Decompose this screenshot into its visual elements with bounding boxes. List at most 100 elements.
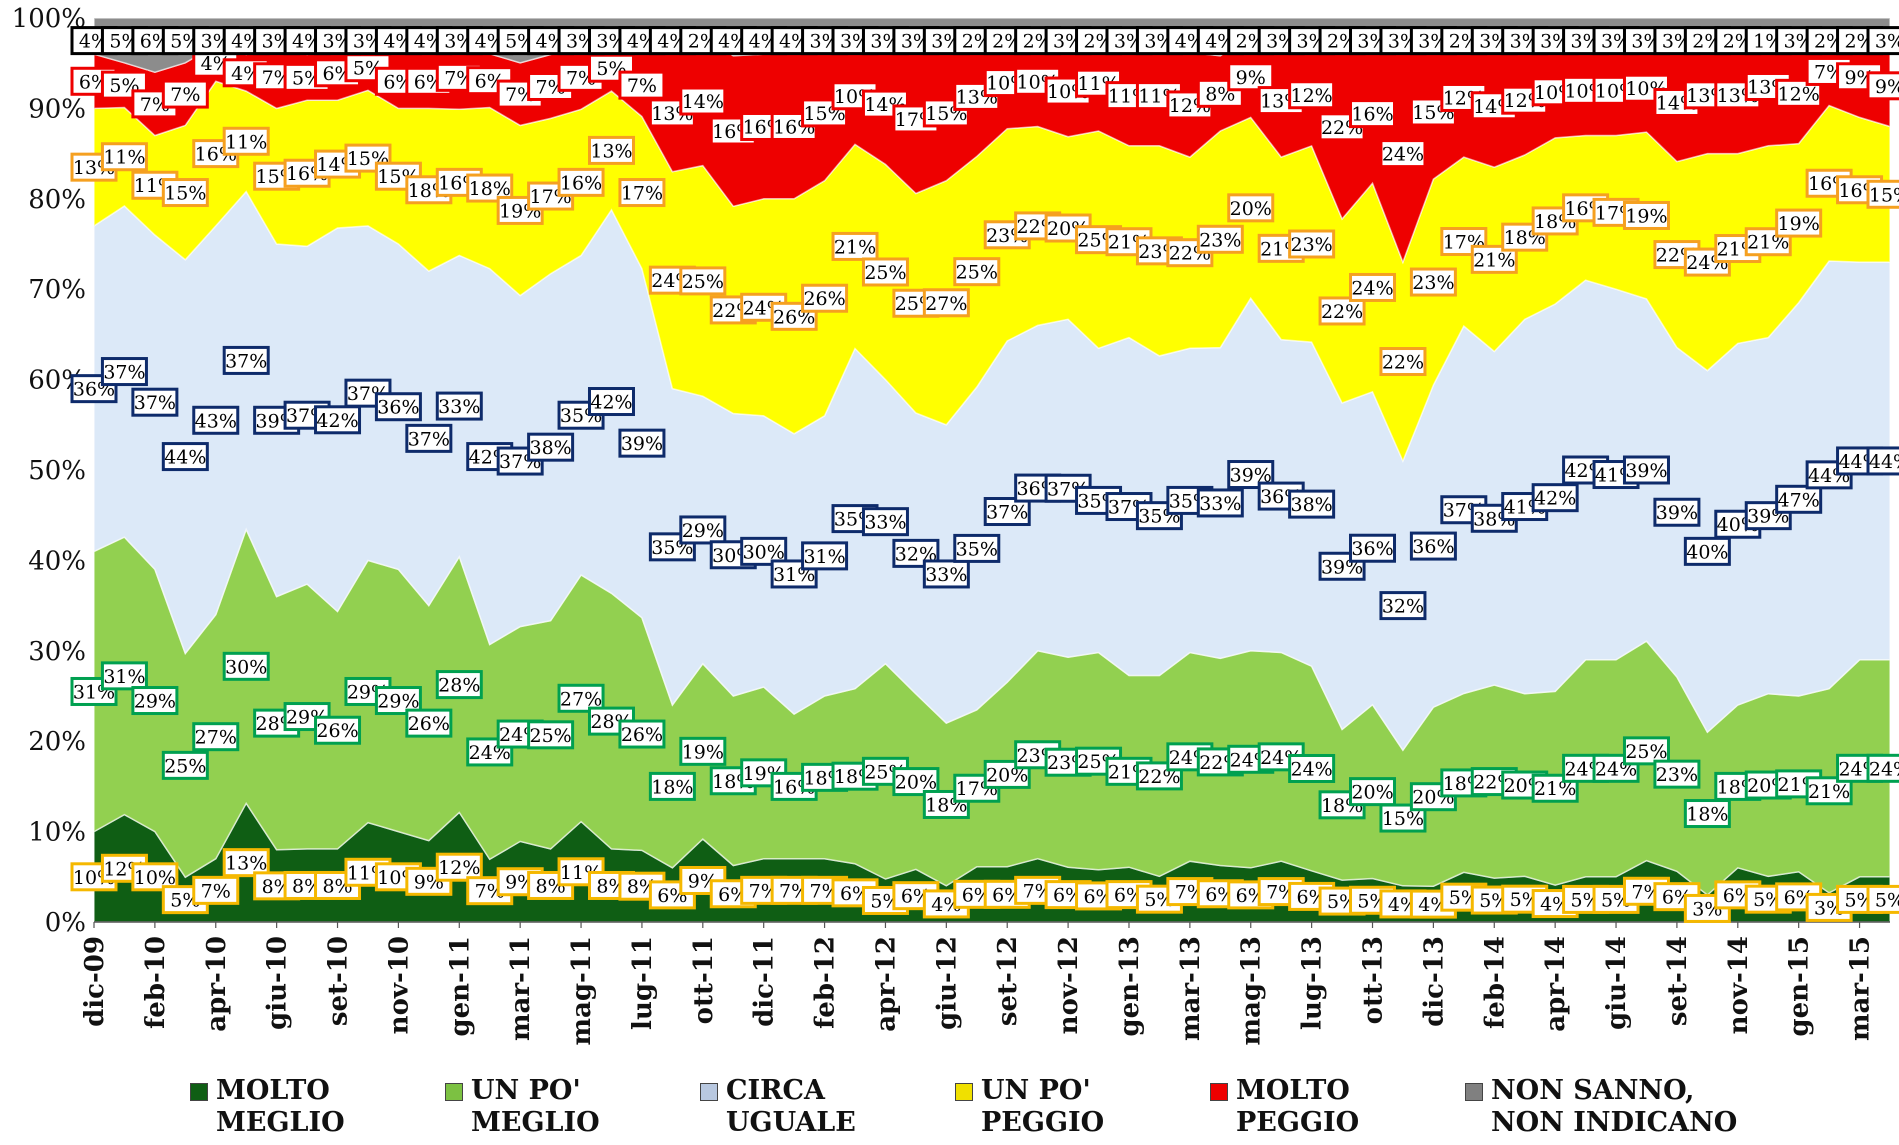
data-label-circa-uguale: 47%	[1775, 484, 1823, 514]
y-tick-label: 50%	[28, 456, 86, 486]
data-label-box	[1349, 99, 1397, 129]
data-label-un-po-peggio: 24%	[1349, 272, 1397, 302]
data-label-un-po-peggio: 19%	[1775, 208, 1823, 238]
data-label-box	[1227, 62, 1275, 92]
data-label-molto-peggio: 7%	[618, 70, 666, 100]
data-label-box	[314, 715, 362, 745]
data-label-box	[1866, 753, 1899, 783]
x-tick-label: feb-10	[141, 936, 171, 1029]
data-label-box	[1379, 139, 1427, 169]
legend-label: CIRCA UGUALE	[726, 1075, 856, 1138]
data-label-box	[161, 750, 209, 780]
y-tick-label: 30%	[28, 637, 86, 667]
data-label-text: 11%	[225, 131, 267, 153]
y-tick-label: 10%	[28, 818, 86, 848]
data-label-box	[953, 257, 1001, 287]
legend-swatch	[955, 1083, 973, 1101]
x-tick-label: dic-11	[750, 936, 780, 1027]
data-label-box	[1409, 267, 1457, 297]
data-label-text: 12%	[1778, 83, 1820, 105]
data-label-text: 23%	[1291, 234, 1333, 256]
data-label-box	[1622, 455, 1670, 485]
x-tick-label: gen-15	[1785, 936, 1815, 1037]
data-label-un-po-meglio: 29%	[131, 686, 179, 716]
data-label-un-po-peggio: 11%	[100, 142, 148, 172]
data-label-un-po-meglio: 20%	[1349, 777, 1397, 807]
data-label-text: 37%	[408, 428, 450, 450]
data-label-un-po-meglio: 24%	[1866, 753, 1899, 783]
data-label-text: 31%	[103, 666, 145, 688]
data-label-box	[100, 357, 148, 387]
data-label-text: 7%	[627, 75, 657, 97]
data-label-un-po-peggio: 15%	[161, 178, 209, 208]
data-label-circa-uguale: 33%	[861, 507, 909, 537]
x-tick-label: giu-10	[263, 936, 293, 1030]
data-label-box	[314, 405, 362, 435]
data-label-box	[983, 497, 1031, 527]
data-label-box	[618, 178, 666, 208]
data-label-box	[861, 507, 909, 537]
data-label-circa-uguale: 40%	[1683, 536, 1731, 566]
data-label-text: 24%	[1291, 758, 1333, 780]
data-label-box	[1866, 446, 1899, 476]
data-label-molto-meglio: 13%	[222, 848, 270, 878]
data-label-text: 16%	[1351, 104, 1393, 126]
x-tick-label: feb-14	[1480, 936, 1510, 1029]
x-tick-label: giu-12	[932, 936, 962, 1030]
data-label-text: 37%	[134, 392, 176, 414]
data-label-un-po-meglio: 24%	[1288, 753, 1336, 783]
data-label-text: 12%	[1291, 85, 1333, 107]
data-label-text: 11%	[103, 147, 145, 169]
data-label-text: 33%	[1199, 493, 1241, 515]
y-tick-label: 70%	[28, 275, 86, 305]
data-label-text: 26%	[316, 720, 358, 742]
data-label-box	[1775, 484, 1823, 514]
data-label-box	[953, 81, 1001, 111]
data-label-box	[1349, 777, 1397, 807]
data-label-box	[435, 852, 483, 882]
data-label-text: 39%	[1656, 502, 1698, 524]
x-tick-label: apr-14	[1541, 936, 1571, 1032]
data-label-box	[527, 720, 575, 750]
data-label-box	[131, 387, 179, 417]
data-label-text: 36%	[1351, 538, 1393, 560]
data-label-text: 33%	[925, 564, 967, 586]
data-label-circa-uguale: 38%	[527, 432, 575, 462]
data-label-box	[1622, 200, 1670, 230]
data-label-un-po-peggio: 21%	[831, 231, 879, 261]
data-label-text: 25%	[682, 271, 724, 293]
data-label-un-po-peggio: 20%	[1227, 193, 1275, 223]
data-label-un-po-peggio: 25%	[861, 257, 909, 287]
data-label-text: 43%	[195, 410, 237, 432]
data-label-text: 7%	[201, 880, 231, 902]
data-label-text: 44%	[1869, 451, 1899, 473]
data-label-text: 3%	[1875, 31, 1899, 53]
data-label-box	[953, 533, 1001, 563]
data-label-text: 21%	[1534, 778, 1576, 800]
data-label-un-po-meglio: 29%	[374, 686, 422, 716]
data-label-text: 30%	[225, 656, 267, 678]
data-label-box	[192, 875, 240, 905]
data-label-text: 10%	[134, 867, 176, 889]
data-label-text: 36%	[1412, 536, 1454, 558]
data-label-text: 18%	[469, 178, 511, 200]
data-label-un-po-meglio: 31%	[100, 661, 148, 691]
legend-item-circa-uguale: CIRCA UGUALE	[700, 1075, 986, 1139]
data-label-text: 28%	[438, 675, 480, 697]
data-label-box	[1105, 227, 1153, 257]
legend-label: UN PO' PEGGIO	[981, 1075, 1105, 1138]
data-label-box	[222, 651, 270, 681]
data-label-text: 21%	[1808, 781, 1850, 803]
data-label-box	[801, 541, 849, 571]
data-label-text: 37%	[103, 362, 145, 384]
data-label-molto-peggio: 9%	[1866, 71, 1899, 101]
data-label-text: 19%	[1778, 213, 1820, 235]
data-label-box	[527, 432, 575, 462]
data-label-un-po-meglio: 20%	[892, 767, 940, 797]
data-label-box	[557, 167, 605, 197]
data-label-un-po-peggio: 22%	[1318, 296, 1366, 326]
data-label-text: 42%	[316, 410, 358, 432]
data-label-text: 23%	[1656, 764, 1698, 786]
data-label-text: 13%	[225, 853, 267, 875]
legend-item-molto-meglio: MOLTO MEGLIO	[190, 1075, 476, 1139]
